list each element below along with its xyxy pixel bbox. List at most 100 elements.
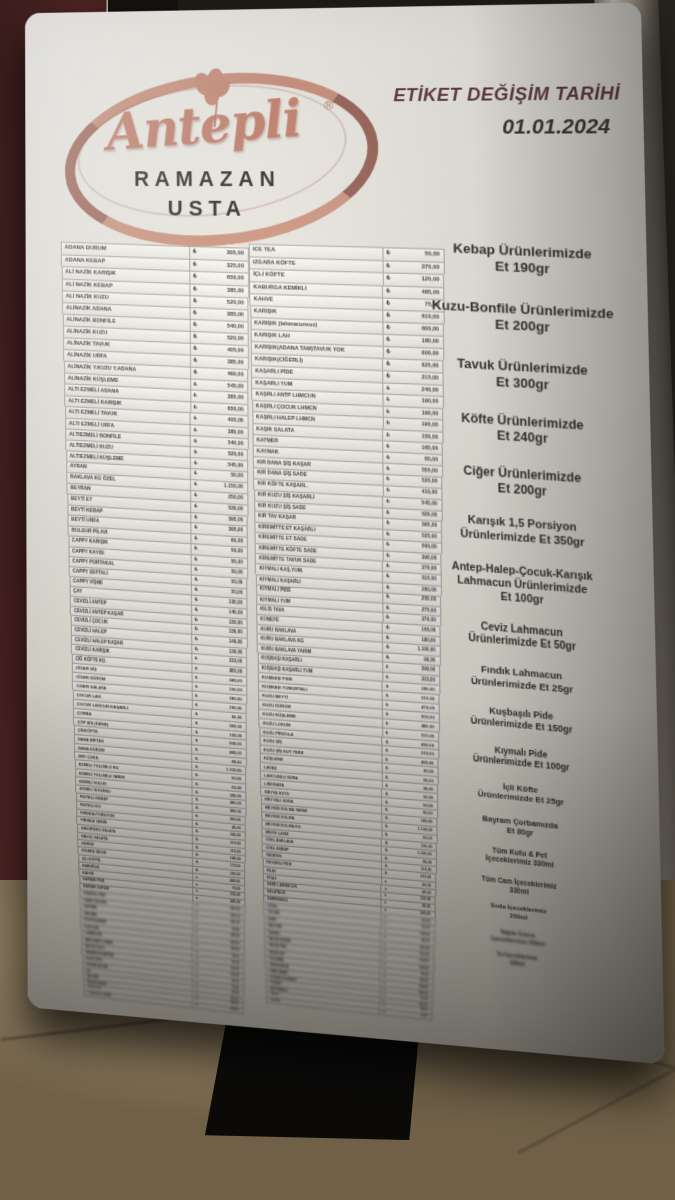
currency-symbol: ₺ xyxy=(386,262,391,270)
portion-note: Kuzu-Bonfile Ürünlerimizde Et 200gr xyxy=(403,296,644,342)
currency-symbol: ₺ xyxy=(194,525,198,531)
currency-symbol: ₺ xyxy=(193,261,197,268)
currency-symbol: ₺ xyxy=(386,454,390,462)
currency-symbol: ₺ xyxy=(193,381,198,388)
currency-symbol: ₺ xyxy=(193,273,197,280)
currency-symbol: ₺ xyxy=(386,634,390,640)
currency-symbol: ₺ xyxy=(193,369,198,376)
currency-symbol: ₺ xyxy=(385,683,389,689)
label-change-date-title: ETİKET DEĞİŞİM TARİHİ xyxy=(393,82,621,106)
currency-symbol: ₺ xyxy=(194,460,198,467)
easel-base xyxy=(205,1020,420,1140)
currency-symbol: ₺ xyxy=(385,738,389,745)
currency-symbol: ₺ xyxy=(386,408,390,415)
currency-symbol: ₺ xyxy=(386,250,391,257)
currency-symbol: ₺ xyxy=(386,312,391,319)
currency-symbol: ₺ xyxy=(385,673,389,680)
currency-symbol: ₺ xyxy=(194,655,198,661)
currency-symbol: ₺ xyxy=(385,702,389,708)
label-change-date-block: ETİKET DEĞİŞİM TARİHİ 01.01.2024 xyxy=(380,82,621,140)
portion-note: Ceviz Lahmacun Ürünlerimizde Et 50gr xyxy=(408,615,639,660)
currency-symbol: ₺ xyxy=(194,557,198,563)
currency-symbol: ₺ xyxy=(386,542,390,549)
currency-symbol: ₺ xyxy=(195,692,198,699)
currency-symbol: ₺ xyxy=(386,385,391,392)
currency-symbol: ₺ xyxy=(194,536,198,542)
currency-symbol: ₺ xyxy=(385,720,389,726)
currency-symbol: ₺ xyxy=(386,300,391,307)
currency-symbol: ₺ xyxy=(386,624,390,631)
registered-trademark-icon: ® xyxy=(322,98,336,114)
currency-symbol: ₺ xyxy=(194,514,198,521)
currency-symbol: ₺ xyxy=(194,606,198,613)
currency-symbol: ₺ xyxy=(386,498,390,505)
portion-note: Kuşbaşılı Pide Ürünlerimizde Et 150gr xyxy=(409,698,636,742)
currency-symbol: ₺ xyxy=(385,756,389,762)
portion-note: Karışık 1,5 Porsiyon Ürünlerimizde Et 350… xyxy=(406,510,640,555)
currency-symbol: ₺ xyxy=(386,594,390,600)
currency-symbol: ₺ xyxy=(194,577,198,583)
currency-symbol: ₺ xyxy=(194,567,198,573)
currency-symbol: ₺ xyxy=(386,443,390,450)
currency-symbol: ₺ xyxy=(386,553,390,559)
currency-symbol: ₺ xyxy=(193,322,197,329)
brand-subtitle-line-2: USTA xyxy=(167,195,247,221)
currency-symbol: ₺ xyxy=(386,431,390,439)
currency-symbol: ₺ xyxy=(386,509,390,516)
currency-symbol: ₺ xyxy=(386,288,391,295)
currency-symbol: ₺ xyxy=(386,487,390,494)
currency-symbol: ₺ xyxy=(385,729,389,736)
currency-symbol: ₺ xyxy=(193,427,198,434)
currency-symbol: ₺ xyxy=(194,616,198,622)
currency-symbol: ₺ xyxy=(194,546,198,552)
currency-symbol: ₺ xyxy=(386,564,390,570)
currency-symbol: ₺ xyxy=(194,481,198,488)
currency-symbol: ₺ xyxy=(386,361,391,368)
currency-symbol: ₺ xyxy=(194,449,198,456)
currency-symbol: ₺ xyxy=(385,711,389,717)
portion-note: Köfte Ürünlerimizde Et 240gr xyxy=(405,407,643,453)
currency-symbol: ₺ xyxy=(385,747,389,754)
currency-symbol: ₺ xyxy=(386,614,390,620)
currency-symbol: ₺ xyxy=(194,626,198,632)
currency-symbol: ₺ xyxy=(195,720,198,726)
currency-symbol: ₺ xyxy=(195,711,198,717)
currency-symbol: ₺ xyxy=(386,574,390,580)
currency-symbol: ₺ xyxy=(193,346,197,353)
currency-symbol: ₺ xyxy=(386,654,390,660)
currency-symbol: ₺ xyxy=(195,683,198,689)
currency-symbol: ₺ xyxy=(192,249,197,256)
portion-note: Kıymalı Pide Ürünlerimizde Et 100gr xyxy=(410,736,635,780)
currency-symbol: ₺ xyxy=(386,420,390,427)
currency-symbol: ₺ xyxy=(193,334,197,341)
currency-symbol: ₺ xyxy=(193,286,197,293)
currency-symbol: ₺ xyxy=(196,1003,198,1008)
currency-symbol: ₺ xyxy=(195,664,198,671)
portion-note: Antep-Halep-Çocuk-Karışık Lahmacun Ürünle… xyxy=(407,557,640,615)
currency-symbol: ₺ xyxy=(194,503,198,510)
currency-symbol: ₺ xyxy=(385,692,389,699)
portion-note: Tavuk Ürünlerimizde Et 300gr xyxy=(404,352,644,398)
currency-symbol: ₺ xyxy=(194,587,198,593)
currency-symbol: ₺ xyxy=(386,584,390,591)
label-change-date-value: 01.01.2024 xyxy=(501,114,611,139)
menu-board: Antepli ® RAMAZAN USTA ETİKET DEĞİŞİM TA… xyxy=(25,2,665,1065)
currency-symbol: ₺ xyxy=(195,729,198,735)
currency-symbol: ₺ xyxy=(386,325,391,332)
currency-symbol: ₺ xyxy=(193,358,198,365)
currency-symbol: ₺ xyxy=(386,275,391,282)
currency-symbol: ₺ xyxy=(193,392,198,400)
currency-symbol: ₺ xyxy=(193,415,198,423)
portion-weight-notes: Kebap Ürünlerimizde Et 190gr Kuzu-Bonfile … xyxy=(402,238,661,991)
portion-note: Kebap Ürünlerimizde Et 190gr xyxy=(402,238,645,283)
portion-note: Ciğer Ürünlerimizde Et 200gr xyxy=(405,459,641,505)
currency-symbol: ₺ xyxy=(195,674,198,680)
portion-note: Fındık Lahmacun Ürünlerimizde Et 25gr xyxy=(408,657,637,702)
currency-symbol: ₺ xyxy=(193,310,197,317)
currency-symbol: ₺ xyxy=(386,644,390,650)
currency-symbol: ₺ xyxy=(386,373,391,380)
brand-logo: Antepli ® RAMAZAN USTA xyxy=(53,55,389,261)
currency-symbol: ₺ xyxy=(194,636,198,642)
currency-symbol: ₺ xyxy=(193,404,198,411)
currency-symbol: ₺ xyxy=(386,664,389,670)
